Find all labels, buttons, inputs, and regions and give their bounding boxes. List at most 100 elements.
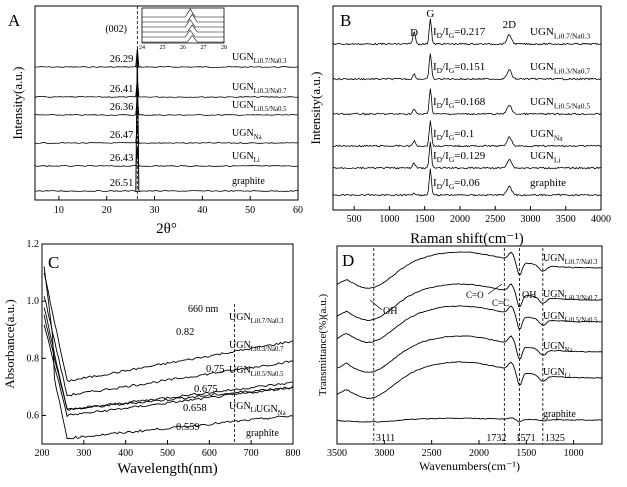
panel-b-series-label: graphite — [530, 177, 566, 189]
panel-d-series-line — [336, 335, 603, 373]
panel-c-series-label: UGNNa — [256, 404, 286, 417]
panel-a-peak-value: 26.41 — [110, 84, 134, 95]
panel-c-series-label: UGNLi0.5/Na0.5 — [229, 365, 284, 378]
panel-d-marker-value: 1571 — [516, 433, 536, 444]
panel-c-xtick-label: 200 — [35, 448, 50, 459]
panel-b-ratio-label: ID/IG=0.129 — [433, 150, 486, 164]
panel-c-series-label: graphite — [246, 428, 279, 439]
panel-d-series-line — [336, 251, 603, 289]
panel-d-series-label: UGNLi0.3/Na0.7 — [543, 289, 598, 302]
panel-c-series-line — [43, 272, 294, 383]
panel-a-xtick-label: 30 — [150, 205, 160, 216]
panel-c-series-line — [43, 324, 294, 418]
panel-b-series-line — [332, 120, 601, 148]
panel-b-frame — [332, 5, 602, 211]
panel-a-inset-tick: 28 — [221, 45, 227, 51]
panel-c-xtick-label: 400 — [118, 448, 133, 459]
panel-c-series-line — [43, 296, 294, 397]
panel-b-band-2d: 2D — [503, 19, 517, 31]
panel-c-ytick-label: 0.6 — [27, 410, 40, 421]
panel-a-series-label: UGNNa — [232, 128, 262, 141]
panel-a-inset-line — [142, 19, 224, 28]
panel-d-series-line — [336, 417, 603, 423]
panel-a-series-label: UGNLi — [232, 151, 260, 164]
panel-a-series-line — [34, 190, 299, 192]
panel-b-ratio-label: ID/IG=0.06 — [433, 177, 480, 191]
panel-b-ratio-label: ID/IG=0.217 — [433, 26, 486, 40]
panel-b-xtick-label: 3500 — [556, 214, 576, 225]
panel-d-marker-value: 3111 — [376, 433, 395, 444]
panel-d-marker-value: 1325 — [545, 433, 565, 444]
panel-b-series-line — [332, 53, 601, 81]
panel-a-frame — [34, 5, 299, 201]
panel-a-ylabel: Intensity(a.u.) — [10, 67, 25, 140]
panel-a-letter: A — [8, 11, 21, 30]
panel-a-xtick-label: 40 — [197, 205, 207, 216]
panel-a-inset-line — [142, 8, 224, 18]
panel-b-xtick-label: 2000 — [450, 214, 470, 225]
panel-a-xlabel: 2θ° — [156, 221, 177, 237]
panel-d-frame — [336, 245, 603, 445]
panel-c-series-label: UGNLi — [229, 401, 257, 414]
panel-b-xtick-label: 3000 — [520, 214, 540, 225]
panel-b-ylabel: Intensity(a.u.) — [308, 72, 323, 145]
panel-d-xtick-label: 1000 — [564, 448, 584, 459]
panel-a-inset-line — [142, 13, 224, 23]
panel-b-letter: B — [340, 11, 351, 30]
panel-a-series-line — [34, 66, 299, 68]
panel-d-series-label: UGNNa — [543, 341, 573, 354]
panel-c-ytick-label: 1.0 — [27, 296, 40, 307]
panel-a-series-line — [34, 114, 299, 116]
panel-d-xtick-label: 3000 — [374, 448, 394, 459]
panel-c-series-label: UGNLi0.3/Na0.7 — [229, 340, 284, 353]
panel-b-ratio-label: ID/IG=0.168 — [433, 96, 486, 110]
panel-b-series-line — [332, 141, 601, 170]
panel-a-series-line — [34, 96, 299, 98]
panel-d-xlabel: Wavenumbers(cm⁻¹) — [419, 459, 520, 473]
panel-b-ratio-label: ID/IG=0.1 — [433, 128, 474, 142]
panel-c-xtick-label: 700 — [244, 448, 259, 459]
panel-c-series-line — [43, 314, 294, 412]
panel-b-series-label: UGNLi0.5/Na0.5 — [530, 96, 590, 110]
panel-d-series-label: UGNLi0.7/Na0.3 — [543, 253, 598, 266]
panel-c-series-line — [43, 266, 294, 440]
panel-c-xtick-label: 300 — [76, 448, 91, 459]
panel-a-inset-tick: 26 — [180, 45, 186, 51]
panel-b-ratio-label: ID/IG=0.151 — [433, 61, 485, 75]
panel-a-xtick-label: 10 — [54, 205, 64, 216]
panel-a-peak — [135, 48, 140, 68]
panel-b-series-label: UGNLi0.3/Na0.7 — [530, 61, 590, 75]
panel-b-xlabel: Raman shift(cm⁻¹) — [410, 231, 524, 247]
panel-a-inset-line — [142, 35, 224, 43]
panel-b-xtick-label: 500 — [347, 214, 362, 225]
panel-c-ytick-label: 0.8 — [27, 353, 40, 364]
panel-c-value-label: 0.559 — [176, 422, 200, 433]
panel-a-peak-label: (002) — [105, 24, 127, 35]
panel-c-series-label: UGNLi0.7/Na0.3 — [229, 312, 284, 325]
panel-d-band-cc: C=C — [492, 298, 509, 308]
panel-a-xtick-label: 20 — [102, 205, 112, 216]
panel-a-series-label: UGNLi0.3/Na0.7 — [232, 82, 287, 95]
panel-a-inset-tick: 27 — [201, 45, 207, 51]
panel-b-band-g: G — [426, 8, 434, 20]
panel-c-value-label: 0.82 — [176, 327, 194, 338]
panel-d-series-line — [336, 305, 603, 343]
panel-a-inset — [141, 7, 225, 44]
panel-c-marker-label: 660 nm — [188, 304, 219, 315]
panel-b-series-line — [332, 168, 601, 197]
panel-d-band-arrow — [487, 283, 503, 295]
panel-c-value-label: 0.675 — [194, 384, 218, 395]
panel-d-xtick-label: 1500 — [516, 448, 536, 459]
panel-c-value-label: 0.658 — [183, 403, 207, 414]
panel-a-peak-value: 26.51 — [110, 178, 134, 189]
panel-b-series-line — [332, 18, 601, 46]
panel-a-series-label: UGNLi0.5/Na0.5 — [232, 100, 287, 113]
panel-a-inset-tick: 24 — [139, 45, 145, 51]
panel-c-xtick-label: 800 — [286, 448, 301, 459]
panel-b-series-label: UGNNa — [530, 128, 563, 142]
panel-d-marker-value: 1732 — [486, 433, 506, 444]
panel-d-band-oh: OH — [383, 306, 397, 317]
panel-a-peak-value: 26.43 — [110, 153, 134, 164]
panel-d-series-line — [336, 283, 603, 321]
panel-d-xtick-label: 2500 — [422, 448, 442, 459]
